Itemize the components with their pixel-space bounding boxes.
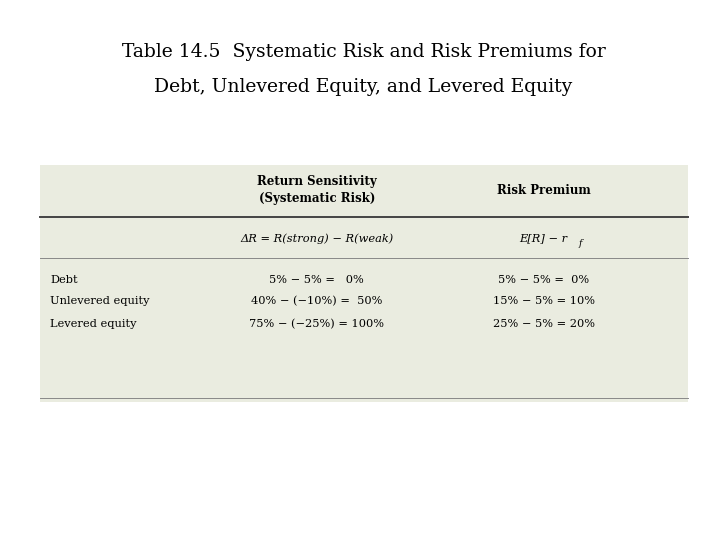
Text: ΔR = R(strong) − R(weak): ΔR = R(strong) − R(weak) [240,233,393,244]
Text: E[R] − r: E[R] − r [520,234,567,244]
Text: 25% − 5% = 20%: 25% − 5% = 20% [492,319,595,329]
Text: 40% − (−10%) =  50%: 40% − (−10%) = 50% [251,296,382,307]
Text: Unlevered equity: Unlevered equity [50,296,150,306]
Text: 15% − 5% = 10%: 15% − 5% = 10% [492,296,595,306]
Text: Table 14.5  Systematic Risk and Risk Premiums for: Table 14.5 Systematic Risk and Risk Prem… [122,43,606,61]
Text: Risk Premium: Risk Premium [497,184,590,197]
Text: f: f [578,239,582,247]
Text: Levered equity: Levered equity [50,319,137,329]
Text: 5% − 5% =   0%: 5% − 5% = 0% [269,275,364,285]
Text: 75% − (−25%) = 100%: 75% − (−25%) = 100% [249,319,384,329]
Text: 5% − 5% =  0%: 5% − 5% = 0% [498,275,589,285]
Text: Debt, Unlevered Equity, and Levered Equity: Debt, Unlevered Equity, and Levered Equi… [155,78,572,96]
Text: Return Sensitivity
(Systematic Risk): Return Sensitivity (Systematic Risk) [257,175,377,205]
Text: Debt: Debt [50,275,78,285]
FancyBboxPatch shape [40,165,688,402]
